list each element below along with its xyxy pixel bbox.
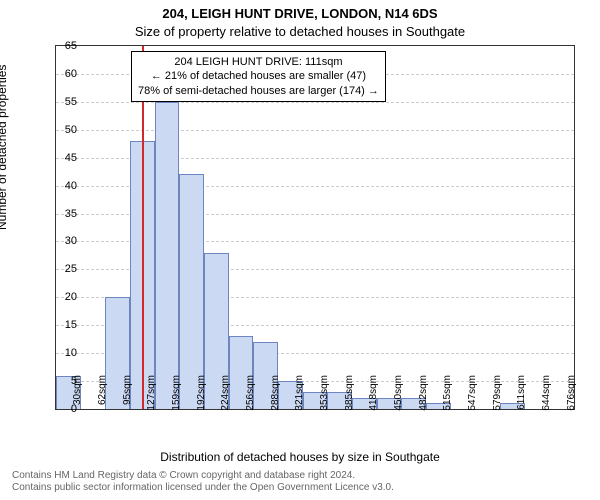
x-tick-label: 224sqm bbox=[220, 375, 231, 415]
annotation-line: 78% of semi-detached houses are larger (… bbox=[138, 84, 379, 98]
x-tick-label: 321sqm bbox=[294, 375, 305, 415]
x-tick-label: 482sqm bbox=[418, 375, 429, 415]
y-tick-label: 25 bbox=[47, 263, 77, 275]
annotation-line: ← 21% of detached houses are smaller (47… bbox=[138, 69, 379, 83]
y-tick-label: 45 bbox=[47, 152, 77, 164]
chart-root: 204, LEIGH HUNT DRIVE, LONDON, N14 6DS S… bbox=[0, 0, 600, 500]
gridline bbox=[56, 130, 574, 131]
footer-credits: Contains HM Land Registry data © Crown c… bbox=[12, 470, 394, 494]
y-tick-label: 35 bbox=[47, 208, 77, 220]
x-tick-label: 611sqm bbox=[516, 375, 527, 415]
x-tick-label: 127sqm bbox=[146, 375, 157, 415]
footer-line-2: Contains public sector information licen… bbox=[12, 482, 394, 494]
y-tick-label: 40 bbox=[47, 180, 77, 192]
y-tick-label: 15 bbox=[47, 319, 77, 331]
y-tick-label: 30 bbox=[47, 235, 77, 247]
chart-title: 204, LEIGH HUNT DRIVE, LONDON, N14 6DS bbox=[0, 6, 600, 21]
y-tick-label: 50 bbox=[47, 124, 77, 136]
y-tick-label: 60 bbox=[47, 68, 77, 80]
x-tick-label: 62sqm bbox=[97, 375, 108, 415]
x-tick-label: 30sqm bbox=[72, 375, 83, 415]
y-tick-label: 20 bbox=[47, 291, 77, 303]
y-tick-label: 55 bbox=[47, 96, 77, 108]
annotation-line: 204 LEIGH HUNT DRIVE: 111sqm bbox=[138, 55, 379, 69]
x-axis-title: Distribution of detached houses by size … bbox=[0, 450, 600, 464]
chart-subtitle: Size of property relative to detached ho… bbox=[0, 24, 600, 39]
x-tick-label: 515sqm bbox=[442, 375, 453, 415]
x-tick-label: 353sqm bbox=[319, 375, 330, 415]
footer-line-1: Contains HM Land Registry data © Crown c… bbox=[12, 470, 394, 482]
plot-area: 204 LEIGH HUNT DRIVE: 111sqm← 21% of det… bbox=[55, 45, 575, 410]
x-tick-label: 159sqm bbox=[171, 375, 182, 415]
annotation-box: 204 LEIGH HUNT DRIVE: 111sqm← 21% of det… bbox=[131, 51, 386, 102]
x-tick-label: 192sqm bbox=[196, 375, 207, 415]
x-tick-label: 676sqm bbox=[566, 375, 577, 415]
x-tick-label: 385sqm bbox=[344, 375, 355, 415]
y-tick-label: 65 bbox=[47, 40, 77, 52]
x-tick-label: 644sqm bbox=[541, 375, 552, 415]
x-tick-label: 288sqm bbox=[270, 375, 281, 415]
x-tick-label: 450sqm bbox=[393, 375, 404, 415]
histogram-bar bbox=[179, 174, 204, 409]
y-tick-label: 10 bbox=[47, 347, 77, 359]
gridline bbox=[56, 102, 574, 103]
x-tick-label: 95sqm bbox=[122, 375, 133, 415]
x-tick-label: 579sqm bbox=[492, 375, 503, 415]
y-axis-title: Number of detached properties bbox=[0, 65, 9, 230]
histogram-bar bbox=[155, 102, 180, 409]
x-tick-label: 418sqm bbox=[368, 375, 379, 415]
x-tick-label: 256sqm bbox=[245, 375, 256, 415]
x-tick-label: 547sqm bbox=[467, 375, 478, 415]
